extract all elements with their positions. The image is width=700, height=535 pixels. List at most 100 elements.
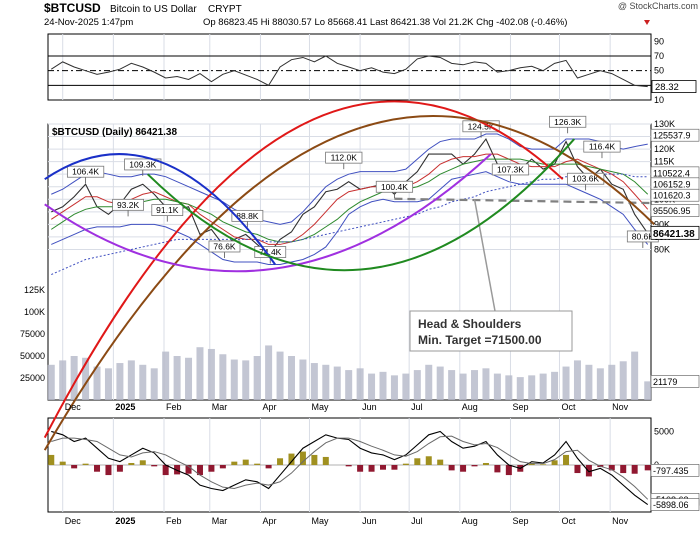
volume-bar bbox=[82, 357, 90, 400]
volume-tick-50000: 50000 bbox=[20, 351, 45, 361]
macd-histogram-bar bbox=[414, 458, 421, 465]
chart-arc-arc_brown bbox=[43, 115, 655, 451]
macd-histogram-bar bbox=[574, 465, 581, 474]
annotation-label: 106.4K bbox=[72, 167, 99, 177]
annotation-label: 100.4K bbox=[381, 182, 408, 192]
macd-x-label-Apr: Apr bbox=[262, 516, 276, 526]
callout-line2: Min. Target =71500.00 bbox=[418, 333, 542, 347]
price-right-label: 21179 bbox=[653, 377, 677, 387]
volume-bar bbox=[196, 347, 204, 400]
volume-bar bbox=[516, 377, 524, 400]
macd-histogram-bar bbox=[494, 465, 501, 473]
volume-bar bbox=[631, 351, 639, 400]
rsi-panel-frame bbox=[47, 33, 652, 101]
chart-arc-arc_blue bbox=[44, 153, 276, 266]
annotation-box bbox=[208, 240, 241, 253]
series-ma_fast bbox=[50, 153, 649, 245]
macd-panel bbox=[48, 418, 651, 512]
volume-bar bbox=[644, 381, 652, 400]
callout-line1: Head & Shoulders bbox=[418, 317, 522, 331]
price-x-label-Apr: Apr bbox=[262, 402, 276, 412]
macd-histogram-bar bbox=[242, 459, 249, 465]
macd-histogram-bar bbox=[151, 465, 158, 467]
price-x-label-Sep: Sep bbox=[512, 402, 528, 412]
macd-histogram-bar bbox=[608, 465, 615, 471]
macd-histogram-bar bbox=[265, 465, 272, 469]
volume-bar bbox=[150, 368, 158, 400]
price-x-label-Jul: Jul bbox=[411, 402, 423, 412]
last-price-box bbox=[650, 225, 700, 240]
chart-arc-arc_purple bbox=[44, 153, 492, 273]
series-bb_upper bbox=[51, 133, 648, 225]
price-tick-115K: 115K bbox=[654, 157, 674, 167]
macd-histogram-bar bbox=[277, 458, 284, 465]
macd-histogram-bar bbox=[505, 465, 512, 476]
volume-bar bbox=[310, 363, 318, 400]
series-ma_long bbox=[51, 173, 648, 276]
macd-histogram-bar bbox=[631, 465, 638, 474]
macd-histogram-bar bbox=[208, 465, 215, 472]
macd-right-box bbox=[650, 464, 700, 477]
volume-bar bbox=[436, 366, 444, 400]
volume-bar bbox=[471, 370, 479, 400]
volume-bar bbox=[345, 370, 353, 400]
annotation-label: 74.4K bbox=[259, 247, 282, 257]
volume-bar bbox=[493, 373, 501, 400]
down-arrow-icon bbox=[644, 20, 650, 25]
price-right-label: 125537.9 bbox=[653, 131, 691, 141]
series-bb_lower bbox=[51, 171, 649, 266]
macd-histogram-bar bbox=[368, 465, 375, 472]
callout-arrow bbox=[473, 199, 496, 312]
macd-histogram-bar bbox=[196, 465, 203, 476]
macd-histogram-bar bbox=[311, 454, 318, 465]
rsi-last-box bbox=[651, 80, 697, 93]
macd-x-label-Oct: Oct bbox=[561, 516, 576, 526]
price-right-box bbox=[650, 188, 700, 202]
volume-bar bbox=[482, 368, 490, 400]
volume-bar bbox=[402, 373, 410, 400]
annotation-label: 124.5K bbox=[468, 121, 495, 131]
price-x-label-Feb: Feb bbox=[166, 402, 182, 412]
price-x-label-2025: 2025 bbox=[115, 402, 135, 412]
macd-histogram-bar bbox=[105, 465, 112, 476]
rsi-tick-70: 70 bbox=[654, 51, 664, 61]
volume-bar bbox=[322, 364, 330, 400]
macd-histogram-bar bbox=[471, 465, 478, 467]
macd-histogram-bar bbox=[288, 453, 295, 465]
chart-arc-arc_red bbox=[43, 100, 564, 439]
macd-x-label-Sep: Sep bbox=[512, 516, 528, 526]
annotation-box bbox=[66, 165, 105, 178]
rsi-panel bbox=[48, 34, 651, 100]
macd-histogram-bar bbox=[345, 465, 352, 467]
volume-bar bbox=[253, 356, 261, 400]
volume-bar bbox=[448, 370, 456, 400]
price-panel-title: $BTCUSD (Daily) 86421.38 bbox=[52, 127, 177, 138]
volume-bar bbox=[539, 373, 547, 400]
volume-bar bbox=[47, 364, 55, 400]
volume-tick-125K: 125K bbox=[24, 285, 45, 295]
volume-bar bbox=[219, 354, 227, 400]
rsi-line bbox=[50, 55, 648, 88]
arc-overlay bbox=[43, 100, 655, 451]
macd-histogram-bar bbox=[448, 465, 455, 471]
macd-line-signal bbox=[51, 435, 649, 500]
macd-histogram-bar bbox=[540, 464, 547, 465]
annotation-box bbox=[549, 115, 587, 128]
volume-bar bbox=[230, 359, 238, 400]
macd-histogram-bar bbox=[437, 459, 444, 465]
price-right-label: 101620.3 bbox=[653, 191, 691, 201]
macd-tick-5000: 5000 bbox=[654, 426, 674, 436]
macd-histogram-bar bbox=[391, 465, 398, 470]
volume-bar bbox=[596, 368, 604, 400]
macd-right-label: -5898.06 bbox=[653, 500, 689, 510]
volume-bar bbox=[333, 366, 341, 400]
annotation-box bbox=[583, 140, 621, 153]
volume-bar bbox=[619, 361, 627, 400]
macd-histogram-bar bbox=[82, 463, 89, 465]
price-right-label: 95506.95 bbox=[653, 206, 691, 216]
rsi-last-label: 28.32 bbox=[655, 82, 679, 93]
price-right-box bbox=[650, 375, 700, 388]
macd-x-label-Feb: Feb bbox=[166, 516, 182, 526]
